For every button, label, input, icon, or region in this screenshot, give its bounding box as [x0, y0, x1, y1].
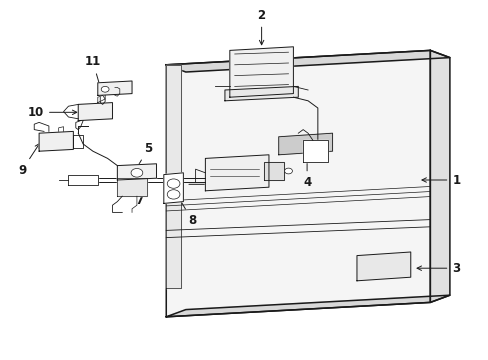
Polygon shape	[117, 164, 156, 180]
Polygon shape	[163, 173, 183, 203]
Text: 10: 10	[28, 106, 77, 119]
Polygon shape	[68, 175, 98, 185]
Text: 8: 8	[175, 192, 196, 227]
Text: 5: 5	[131, 142, 152, 177]
Polygon shape	[224, 86, 298, 101]
Polygon shape	[98, 81, 132, 95]
Polygon shape	[229, 47, 293, 97]
Polygon shape	[166, 50, 449, 72]
Polygon shape	[166, 295, 449, 317]
Polygon shape	[78, 103, 112, 121]
Circle shape	[284, 168, 292, 174]
Text: 1: 1	[421, 174, 460, 186]
Polygon shape	[166, 50, 429, 317]
Polygon shape	[39, 131, 73, 151]
Text: 3: 3	[416, 262, 460, 275]
Polygon shape	[166, 65, 181, 288]
Polygon shape	[429, 50, 449, 302]
Text: 6: 6	[175, 178, 213, 191]
Text: 2: 2	[257, 9, 265, 45]
Polygon shape	[303, 140, 327, 162]
Text: 7: 7	[126, 174, 143, 207]
Polygon shape	[205, 155, 268, 191]
Text: 4: 4	[303, 153, 310, 189]
Polygon shape	[278, 133, 332, 155]
Polygon shape	[356, 252, 410, 281]
Circle shape	[131, 168, 142, 177]
Circle shape	[101, 86, 109, 92]
Polygon shape	[117, 178, 146, 196]
Text: 9: 9	[18, 144, 40, 177]
Text: 11: 11	[84, 55, 102, 92]
Polygon shape	[264, 162, 283, 180]
